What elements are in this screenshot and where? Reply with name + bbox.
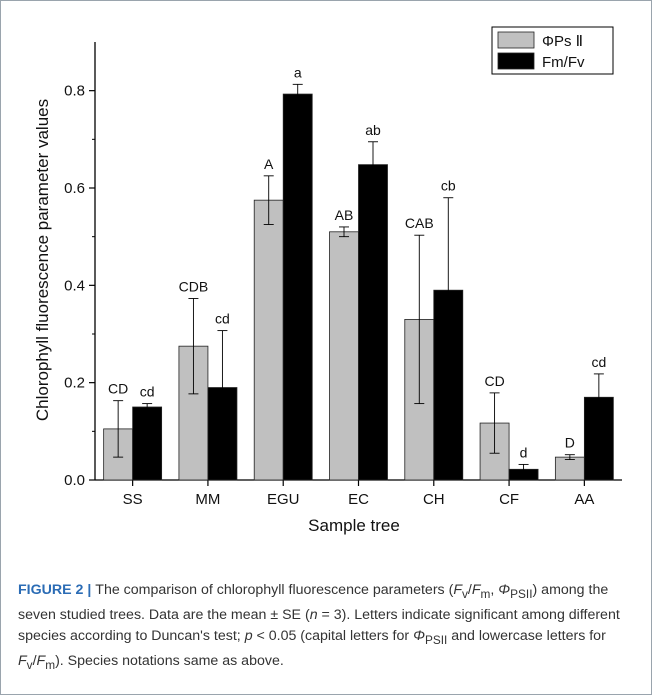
caption-separator: | <box>83 582 96 598</box>
significance-letter: d <box>520 444 528 460</box>
caption-slash: / <box>467 582 472 598</box>
significance-letter: cd <box>215 311 230 327</box>
significance-letter: CD <box>484 373 504 389</box>
caption-text: The comparison of chlorophyll fluorescen… <box>95 582 454 598</box>
caption-text: and lowercase letters for <box>447 627 606 644</box>
legend-swatch <box>497 31 535 49</box>
y-tick-label: 0.2 <box>64 375 85 392</box>
bar-phips <box>554 456 585 481</box>
x-tick-label: SS <box>123 491 143 508</box>
caption-n: n <box>309 606 318 623</box>
significance-letter: A <box>264 156 274 172</box>
caption-comma: , <box>490 582 499 598</box>
significance-letter: cb <box>441 178 456 194</box>
significance-letter: cd <box>591 354 606 370</box>
significance-letter: cd <box>140 384 155 400</box>
y-tick-label: 0.6 <box>64 180 85 197</box>
caption-fm-sub: m <box>45 657 56 672</box>
significance-letter: ab <box>365 122 381 138</box>
caption-phi-sub: PSII <box>424 632 448 647</box>
caption-fm: F <box>36 652 46 669</box>
legend-label: ΦPs Ⅱ <box>542 33 583 50</box>
significance-letter: CAB <box>405 215 434 231</box>
caption-phi: Φ <box>413 627 425 644</box>
legend-label: Fm/Fv <box>542 54 585 71</box>
figure-label: FIGURE 2 <box>18 582 84 598</box>
y-axis-label: Chlorophyll fluorescence parameter value… <box>33 99 52 421</box>
x-tick-label: CF <box>499 491 519 508</box>
y-tick-label: 0.8 <box>64 83 85 100</box>
x-tick-label: EGU <box>267 491 300 508</box>
bar-phips <box>178 345 209 481</box>
bar-chart: 0.0 0.2 0.4 0.6 0.8 SS CD cd MM CDB cd EGU Aa EC AB ab C… <box>33 26 622 535</box>
caption-fv: F <box>453 582 462 598</box>
caption-fv-sub: v <box>461 586 468 601</box>
caption-fv: F <box>18 652 27 669</box>
caption-phi: Φ <box>498 582 511 598</box>
x-tick-label: CH <box>423 491 445 508</box>
significance-letter: AB <box>335 207 354 223</box>
significance-letter: CD <box>108 381 128 397</box>
x-tick-label: MM <box>195 491 220 508</box>
bar-fmfv <box>282 93 313 481</box>
legend-swatch <box>497 52 535 70</box>
caption-p: p <box>244 627 253 644</box>
caption-fm: F <box>471 582 481 598</box>
caption-text: = 3). Letters indicate significant among… <box>18 606 620 644</box>
caption-slash: / <box>32 652 37 669</box>
y-tick-label: 0.4 <box>64 277 85 294</box>
caption-text: ). Species notations same as above. <box>55 652 284 669</box>
figure-caption: FIGURE 2 | The comparison of chlorophyll… <box>18 580 636 675</box>
significance-letter: D <box>565 435 575 451</box>
caption-fm-sub: m <box>480 586 491 601</box>
bar-fmfv <box>358 164 388 481</box>
caption-phi-sub: PSII <box>510 586 533 601</box>
bar-phips <box>329 231 359 481</box>
x-tick-label: EC <box>348 491 369 508</box>
caption-fv-sub: v <box>26 657 33 672</box>
bar-fmfv <box>132 406 163 481</box>
significance-letter: CDB <box>179 278 209 294</box>
bar-phips <box>253 199 284 481</box>
y-tick-label: 0.0 <box>64 472 85 489</box>
caption-text: ) among the seven studied trees. Data ar… <box>18 582 609 623</box>
x-axis-label: Sample tree <box>308 516 400 535</box>
significance-letter: a <box>294 64 302 80</box>
caption-text: < 0.05 (capital letters for <box>252 627 414 644</box>
x-tick-label: AA <box>574 491 594 508</box>
